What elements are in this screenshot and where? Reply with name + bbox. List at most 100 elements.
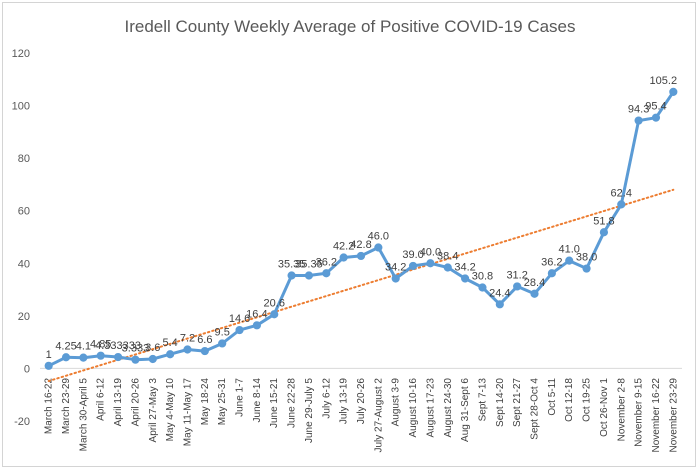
data-label: 7.2 <box>180 333 195 345</box>
x-tick-label: Sept 21-27 <box>512 378 523 427</box>
data-point <box>235 325 244 335</box>
data-label: 95.4 <box>645 101 666 113</box>
data-point <box>96 351 105 360</box>
x-tick-label: Oct 12-18 <box>564 378 575 422</box>
x-tick-label: April 20-26 <box>130 378 141 427</box>
x-tick-label: June 15-21 <box>269 378 280 428</box>
x-tick-label: November 9-15 <box>634 378 645 447</box>
x-tick-label: November 23-29 <box>668 378 679 453</box>
data-label: 42.8 <box>350 239 371 251</box>
x-tick-label: August 17-23 <box>425 378 436 438</box>
data-label: 4.333333 <box>95 340 141 352</box>
data-label: 24.4 <box>489 287 510 299</box>
y-tick-label: 100 <box>12 101 30 113</box>
data-label: 40.0 <box>420 246 441 258</box>
x-tick-label: May 11-May 17 <box>182 378 193 447</box>
x-tick-label: June 1-7 <box>235 378 246 417</box>
data-label: 14.6 <box>229 313 250 325</box>
data-point <box>183 345 192 354</box>
data-point <box>634 116 643 125</box>
data-label: 1 <box>46 349 52 361</box>
x-tick-label: Sept 28-Oct 4 <box>530 378 541 440</box>
x-tick-label: April 13-19 <box>113 378 124 427</box>
data-label: 34.2 <box>385 262 406 274</box>
data-point <box>61 353 71 362</box>
data-label: 94.3 <box>628 104 649 116</box>
data-label: 41.0 <box>559 244 580 256</box>
x-tick-label: July 20-26 <box>356 378 367 425</box>
data-label: 36.2 <box>316 256 337 268</box>
data-point <box>322 269 331 278</box>
data-label: 51.8 <box>593 215 614 227</box>
data-point <box>408 261 418 271</box>
data-point <box>44 361 53 370</box>
x-tick-label: Aug 31-Sept 6 <box>460 378 471 442</box>
x-tick-label: Oct 26-Nov 1 <box>599 378 610 437</box>
y-tick-label: 120 <box>12 48 30 60</box>
data-point <box>200 346 209 356</box>
data-label: 38.4 <box>437 250 458 262</box>
x-tick-label: June 29-July 5 <box>304 378 315 443</box>
trendline <box>47 188 675 383</box>
x-tick-label: August 10-16 <box>408 378 419 438</box>
data-label: 4.1 <box>76 341 91 353</box>
chart-title: Iredell County Weekly Average of Positiv… <box>124 17 576 36</box>
x-tick-label: November 16-22 <box>651 378 662 453</box>
chart-frame <box>2 2 696 467</box>
x-tick-label: May 25-31 <box>217 378 228 426</box>
x-tick-label: April 27-May 3 <box>148 378 159 443</box>
data-point <box>669 87 678 97</box>
data-point <box>617 200 626 209</box>
x-tick-label: May 4-May 10 <box>165 378 176 442</box>
series-line <box>48 91 675 368</box>
data-point <box>270 310 279 319</box>
x-tick-label: July 6-12 <box>321 378 332 419</box>
y-tick-label: 60 <box>18 206 30 218</box>
y-tick-label: 20 <box>18 311 30 323</box>
data-label: 36.2 <box>541 256 562 268</box>
data-point <box>131 355 140 364</box>
data-point <box>565 256 574 265</box>
y-tick-label: 80 <box>18 153 30 165</box>
data-point <box>582 264 591 273</box>
data-point <box>252 321 261 330</box>
data-point <box>356 251 366 261</box>
x-tick-label: March 30-April 5 <box>78 378 89 452</box>
data-label: 3.6 <box>145 342 160 354</box>
data-label: 42.2 <box>333 241 354 253</box>
data-label: 31.2 <box>506 269 527 281</box>
data-label: 35.35 <box>278 259 306 271</box>
data-label: 105.2 <box>650 75 678 87</box>
data-label: 30.8 <box>472 270 493 282</box>
x-tick-label: November 2-8 <box>616 378 627 442</box>
data-label: 39.0 <box>402 249 423 261</box>
data-point <box>443 263 452 272</box>
data-point <box>461 274 470 283</box>
x-tick-label: April 6-12 <box>96 378 107 421</box>
data-label: 3.333 <box>122 343 150 355</box>
x-tick-label: Sept 7-13 <box>477 378 488 422</box>
y-tick-label: -20 <box>14 416 30 428</box>
data-label: 28.4 <box>524 277 545 289</box>
x-tick-label: Oct 5-11 <box>547 378 558 416</box>
x-tick-label: August 24-30 <box>443 378 454 438</box>
data-point <box>530 289 539 298</box>
data-point <box>426 259 435 268</box>
data-label: 20.6 <box>264 297 285 309</box>
data-label: 5.4 <box>162 337 177 349</box>
x-tick-label: June 22-28 <box>287 378 298 428</box>
data-point <box>113 352 123 362</box>
data-point <box>651 113 661 122</box>
data-label: 16.4 <box>246 308 267 320</box>
data-label: 4.85 <box>90 339 111 351</box>
data-point <box>304 271 314 280</box>
x-tick-label: May 18-24 <box>200 378 211 426</box>
data-label: 9.5 <box>215 326 230 338</box>
data-point <box>391 274 400 283</box>
x-tick-label: July 27-August 2 <box>373 378 384 453</box>
x-tick-label: March 23-29 <box>61 378 72 435</box>
x-tick-label: August 3-9 <box>391 378 402 427</box>
data-label: 35.35 <box>295 259 323 271</box>
data-point <box>374 243 383 252</box>
data-point <box>166 350 175 359</box>
